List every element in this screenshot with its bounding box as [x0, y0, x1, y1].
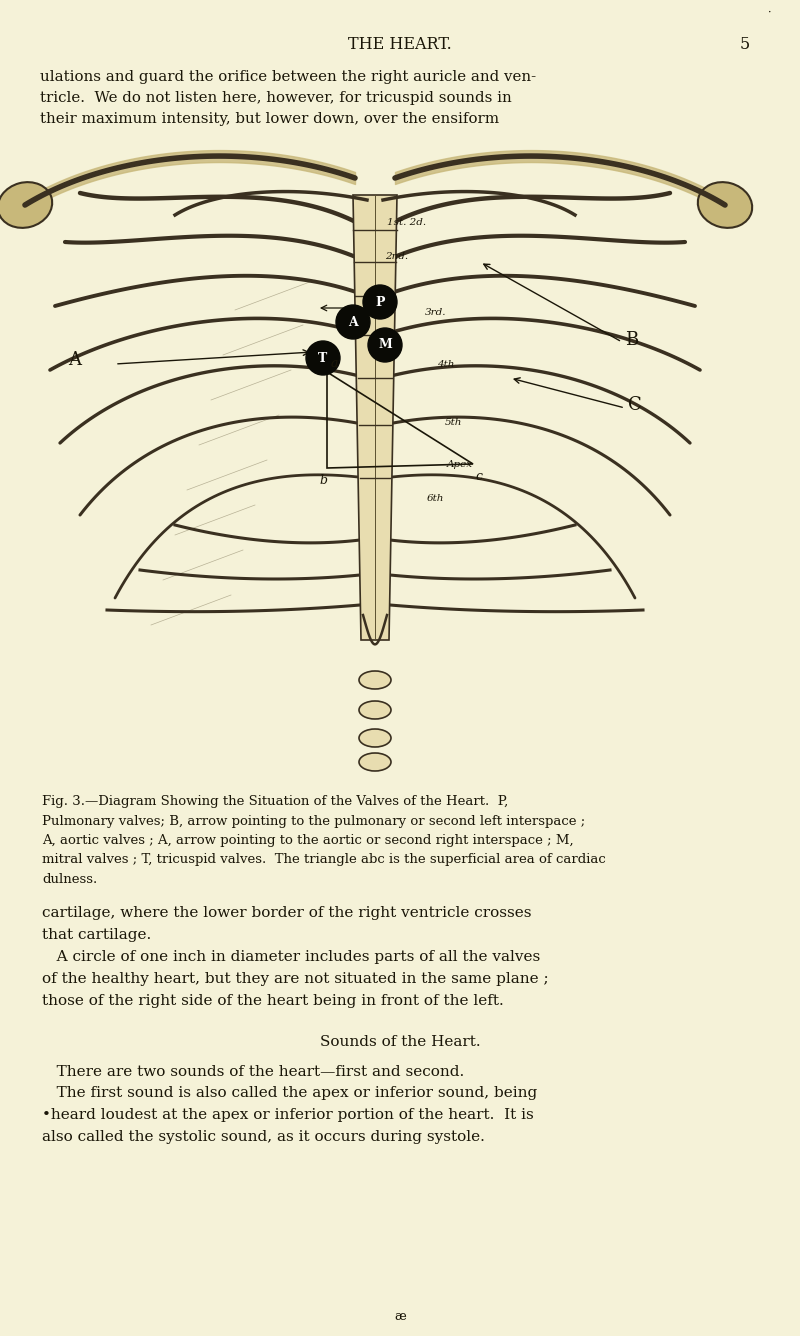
Text: æ: æ — [394, 1311, 406, 1323]
Ellipse shape — [359, 671, 391, 689]
Text: also called the systolic sound, as it occurs during systole.: also called the systolic sound, as it oc… — [42, 1130, 485, 1145]
Text: 5th: 5th — [445, 418, 462, 428]
Text: C: C — [628, 395, 642, 414]
Text: tricle.  We do not listen here, however, for tricuspid sounds in: tricle. We do not listen here, however, … — [40, 91, 512, 106]
Text: 2nd.: 2nd. — [385, 253, 408, 261]
Text: ·: · — [768, 8, 771, 17]
Text: mitral valves ; T, tricuspid valves.  The triangle abc is the superficial area o: mitral valves ; T, tricuspid valves. The… — [42, 854, 606, 867]
Text: cartilage, where the lower border of the right ventricle crosses: cartilage, where the lower border of the… — [42, 907, 531, 921]
Text: Pulmonary valves; B, arrow pointing to the pulmonary or second left interspace ;: Pulmonary valves; B, arrow pointing to t… — [42, 815, 586, 827]
Text: A: A — [348, 315, 358, 329]
Ellipse shape — [359, 729, 391, 747]
Text: Fig. 3.—Diagram Showing the Situation of the Valves of the Heart.  P,: Fig. 3.—Diagram Showing the Situation of… — [42, 795, 508, 808]
Circle shape — [306, 341, 340, 375]
Ellipse shape — [359, 701, 391, 719]
Text: A circle of one inch in diameter includes parts of all the valves: A circle of one inch in diameter include… — [42, 950, 540, 965]
Text: Sounds of the Heart.: Sounds of the Heart. — [320, 1034, 480, 1049]
Text: ulations and guard the orifice between the right auricle and ven-: ulations and guard the orifice between t… — [40, 69, 536, 84]
Text: Apex: Apex — [447, 460, 473, 469]
Text: The first sound is also called the apex or inferior sound, being: The first sound is also called the apex … — [42, 1086, 538, 1101]
Ellipse shape — [359, 754, 391, 771]
Circle shape — [363, 285, 397, 319]
Text: 3rd.: 3rd. — [425, 309, 446, 317]
Text: B: B — [625, 331, 638, 349]
Circle shape — [368, 329, 402, 362]
Text: 6th: 6th — [427, 494, 444, 502]
Text: 4th: 4th — [437, 359, 454, 369]
Text: dulness.: dulness. — [42, 872, 98, 886]
Text: P: P — [375, 295, 385, 309]
Text: 1st. 2d.: 1st. 2d. — [387, 218, 426, 227]
Text: those of the right side of the heart being in front of the left.: those of the right side of the heart bei… — [42, 994, 504, 1009]
Circle shape — [336, 305, 370, 339]
Text: THE HEART.: THE HEART. — [348, 36, 452, 53]
Text: M: M — [378, 338, 392, 351]
Ellipse shape — [698, 182, 752, 228]
Text: of the healthy heart, but they are not situated in the same plane ;: of the healthy heart, but they are not s… — [42, 973, 549, 986]
Text: b: b — [319, 474, 327, 488]
Text: c: c — [475, 470, 482, 484]
Ellipse shape — [0, 182, 52, 228]
Text: T: T — [318, 351, 328, 365]
Text: A, aortic valves ; A, arrow pointing to the aortic or second right interspace ; : A, aortic valves ; A, arrow pointing to … — [42, 834, 574, 847]
Text: •heard loudest at the apex or inferior portion of the heart.  It is: •heard loudest at the apex or inferior p… — [42, 1109, 534, 1122]
Text: that cartilage.: that cartilage. — [42, 929, 151, 942]
Text: their maximum intensity, but lower down, over the ensiform: their maximum intensity, but lower down,… — [40, 112, 499, 126]
Text: a: a — [331, 357, 338, 370]
Text: A: A — [68, 351, 81, 369]
Text: 5: 5 — [740, 36, 750, 53]
Text: There are two sounds of the heart—first and second.: There are two sounds of the heart—first … — [42, 1065, 464, 1078]
Polygon shape — [353, 195, 397, 640]
